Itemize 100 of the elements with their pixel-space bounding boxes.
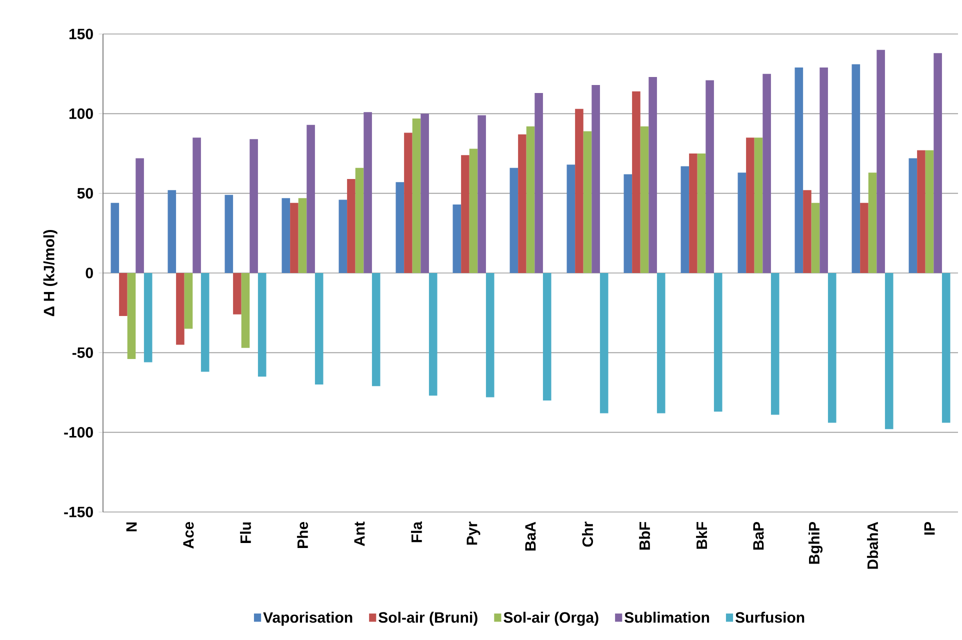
bar — [714, 272, 722, 412]
bar — [192, 138, 201, 273]
bar — [534, 92, 543, 273]
bar — [282, 198, 290, 273]
bar — [396, 182, 404, 273]
bar — [200, 272, 210, 372]
bar — [680, 166, 690, 273]
bar — [452, 204, 462, 273]
x-tick-label: Ace — [183, 522, 194, 549]
bar — [640, 126, 649, 273]
bar — [110, 202, 120, 273]
bar — [624, 174, 632, 273]
bar — [469, 148, 478, 273]
bar — [656, 272, 666, 414]
bar — [648, 77, 657, 273]
bar — [461, 155, 470, 273]
x-tick-label: Phe — [296, 522, 308, 548]
bar — [942, 272, 950, 423]
bar — [746, 138, 754, 273]
bar — [738, 172, 746, 273]
bar — [258, 272, 266, 377]
y-tick-label: -50 — [72, 347, 93, 358]
bar — [925, 150, 934, 273]
bar — [884, 272, 894, 430]
bar — [542, 272, 552, 400]
legend-label: Sol-air (Bruni) — [378, 612, 478, 626]
bar — [510, 168, 518, 273]
bar — [868, 172, 877, 273]
bar — [852, 64, 860, 273]
bar — [566, 164, 576, 273]
bar — [119, 272, 128, 316]
y-tick-label: 150 — [69, 28, 93, 40]
bar — [364, 112, 372, 273]
x-tick-label: IP — [924, 522, 935, 535]
bar — [347, 178, 356, 273]
bar — [298, 198, 307, 273]
bar — [697, 153, 706, 273]
bar — [592, 84, 600, 273]
bar — [486, 272, 494, 398]
y-tick-label: 100 — [69, 108, 93, 119]
x-tick-label: BaA — [525, 522, 536, 550]
bar — [306, 124, 315, 273]
bar — [338, 200, 348, 273]
bar — [372, 272, 380, 386]
bar — [917, 150, 926, 273]
bar — [136, 158, 144, 273]
x-tick-label: Ant — [354, 522, 365, 546]
bar — [583, 131, 592, 273]
bar — [127, 272, 136, 360]
y-tick-label: -100 — [64, 427, 93, 438]
bar — [478, 115, 486, 273]
bar — [860, 202, 868, 273]
bar — [526, 126, 535, 273]
y-tick-label: -150 — [64, 506, 93, 518]
bar — [820, 67, 828, 273]
bar — [803, 190, 812, 273]
legend-label: Surfusion — [735, 612, 804, 623]
bar — [754, 138, 763, 273]
bar — [290, 202, 298, 273]
bar — [876, 50, 885, 273]
bar — [404, 132, 412, 273]
x-tick-label: BghiP — [808, 522, 823, 564]
bar — [828, 272, 836, 423]
bar — [428, 272, 438, 396]
bar — [224, 194, 234, 273]
legend-label: Sublimation — [624, 612, 710, 623]
x-tick-label: N — [126, 522, 137, 532]
bar — [144, 272, 152, 362]
bar — [176, 272, 184, 345]
x-tick-label: Flu — [240, 522, 252, 543]
y-axis-title: Δ H (kJ/mol) — [43, 230, 58, 316]
legend-label: Vaporisation — [263, 612, 352, 626]
bar — [250, 139, 258, 273]
bar — [233, 272, 242, 314]
x-tick-label: Chr — [582, 522, 594, 547]
bar — [762, 74, 771, 273]
x-tick-label: DbahA — [866, 522, 878, 569]
y-tick-label: 50 — [77, 188, 93, 199]
y-tick-label: 0 — [86, 268, 93, 278]
bar — [706, 80, 714, 273]
bar — [355, 168, 364, 273]
bar — [934, 53, 942, 273]
bar — [575, 108, 584, 273]
x-tick-label: Fla — [410, 521, 422, 542]
bar — [412, 118, 421, 273]
bar — [420, 114, 429, 273]
x-tick-label: BbF — [638, 522, 650, 550]
bar — [770, 272, 780, 415]
bar — [168, 190, 176, 273]
bar — [811, 202, 820, 273]
x-tick-label: BaP — [753, 522, 764, 550]
bar — [632, 91, 640, 273]
bar — [241, 272, 250, 348]
bar — [908, 158, 918, 273]
bar — [794, 67, 804, 273]
bar — [689, 153, 698, 273]
x-tick-label: BkF — [696, 522, 707, 549]
bar — [314, 272, 324, 385]
bar — [184, 272, 193, 329]
legend-label: Sol-air (Orga) — [504, 612, 598, 626]
